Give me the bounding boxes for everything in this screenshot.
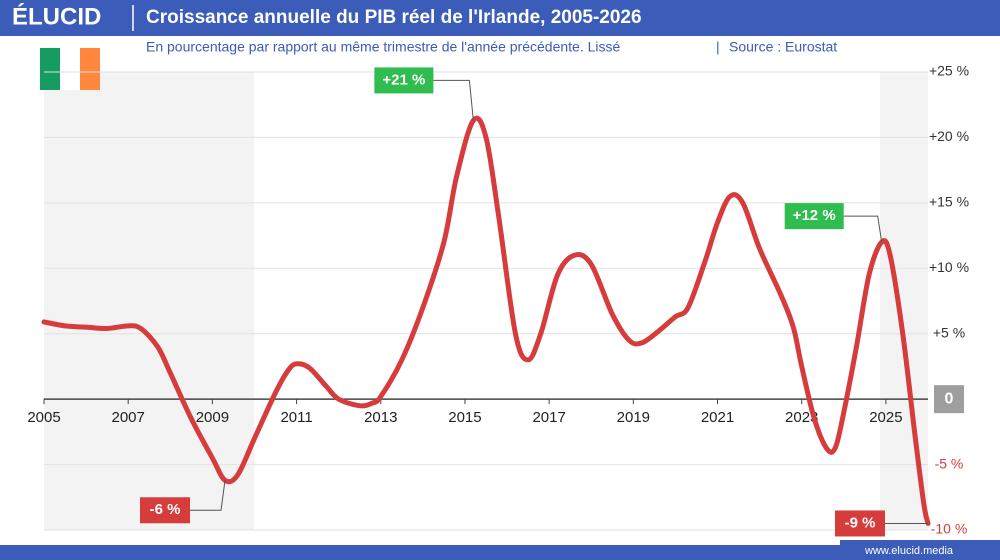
source: Source : Eurostat <box>729 39 837 55</box>
annotation-label: -9 % <box>845 514 876 531</box>
flag-orange <box>80 48 100 90</box>
chart-subtitle: En pourcentage par rapport au même trime… <box>146 39 620 55</box>
x-tick-label: 2015 <box>448 409 481 426</box>
y-tick-label: -5 % <box>935 455 964 471</box>
x-tick-label: 2017 <box>532 409 565 426</box>
annotation-box <box>784 203 844 230</box>
flag-white <box>60 48 80 90</box>
annotation-label: +21 % <box>382 71 425 88</box>
footer-bar <box>0 545 1000 560</box>
x-tick-label: 2019 <box>617 409 650 426</box>
y-tick-label: +25 % <box>929 63 969 79</box>
annotation-box <box>835 510 885 537</box>
y-tick-label: +15 % <box>929 194 969 210</box>
annotation-label: +12 % <box>793 207 836 224</box>
y-tick-label: +10 % <box>929 259 969 275</box>
footer-tab <box>840 540 1000 560</box>
x-tick-label: 2011 <box>280 409 312 426</box>
x-tick-label: 2009 <box>196 409 229 426</box>
x-tick-label: 2021 <box>701 409 734 426</box>
x-tick-label: 2025 <box>869 409 902 426</box>
shaded-period <box>880 72 928 530</box>
x-tick-label: 2013 <box>364 409 397 426</box>
annotation-leader <box>843 215 883 243</box>
zero-label-box <box>934 385 964 414</box>
separator: | <box>716 39 720 55</box>
flag <box>40 48 100 90</box>
chart-title: Croissance annuelle du PIB réel de l'Irl… <box>146 7 642 28</box>
header-bar <box>0 0 1000 36</box>
flag-green <box>40 48 60 90</box>
plot: +25 % +20 % +15 % +10 % +5 % 0 -5 % -10 % 2005 20… <box>27 63 969 537</box>
y-tick-label: +20 % <box>929 128 969 144</box>
annotation-leader <box>190 480 226 511</box>
annotation-box <box>140 497 191 524</box>
footer-url: www.elucid.media <box>864 545 954 557</box>
annotation-leader <box>433 79 474 121</box>
x-tick-label: 2005 <box>27 409 60 426</box>
annotation-box <box>374 67 434 94</box>
y-tick-label: 0 <box>945 390 954 407</box>
brand: ÉLUCID <box>12 2 101 30</box>
x-tick-label: 2007 <box>112 409 145 426</box>
shaded-period <box>44 72 254 530</box>
x-tick-label: 2023 <box>785 409 818 426</box>
y-tick-label: -10 % <box>931 521 968 537</box>
data-line <box>41 115 931 526</box>
y-tick-label: +5 % <box>933 324 965 340</box>
annotation-label: -6 % <box>150 501 181 518</box>
